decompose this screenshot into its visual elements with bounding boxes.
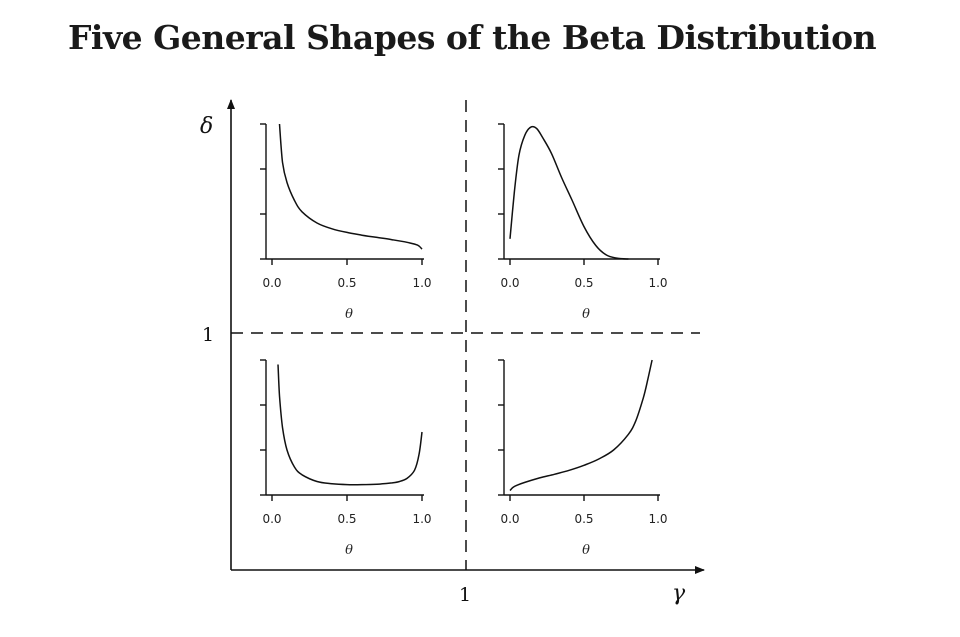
panel-x-axis-label: θ (345, 543, 353, 558)
panel-x-axis-label: θ (582, 307, 590, 322)
panel-x-tick-label: 0.0 (262, 276, 281, 290)
panel-x-tick-label: 1.0 (412, 276, 431, 290)
panel-top-left: 0.0 0.5 1.0 θ (260, 123, 432, 322)
panel-bottom-right: 0.0 0.5 1.0 θ (498, 359, 668, 558)
gamma-axis-label: γ (672, 581, 686, 606)
delta-one-label: 1 (202, 324, 214, 346)
beta-density-curve (278, 123, 423, 250)
panel-x-axis-label: θ (345, 307, 353, 322)
beta-density-curve (277, 364, 423, 486)
panel-x-tick-label: 1.0 (648, 512, 667, 526)
panels-group: 0.0 0.5 1.0 θ 0.0 0.5 1.0 θ 0.0 0.5 1.0 θ 0.0 0.5 1.0 θ (260, 123, 668, 558)
panel-bottom-left: 0.0 0.5 1.0 θ (260, 359, 432, 558)
panel-top-right: 0.0 0.5 1.0 θ (498, 123, 668, 322)
panel-x-tick-label: 0.5 (574, 276, 593, 290)
beta-density-curve (509, 125, 629, 260)
delta-axis-label: δ (200, 114, 213, 139)
panel-x-tick-label: 0.5 (574, 512, 593, 526)
panel-x-tick-label: 1.0 (648, 276, 667, 290)
panel-x-tick-label: 0.5 (337, 276, 356, 290)
panel-x-tick-label: 0.0 (500, 512, 519, 526)
panel-x-tick-label: 0.5 (337, 512, 356, 526)
panel-x-tick-label: 1.0 (412, 512, 431, 526)
beta-density-curve (509, 359, 653, 492)
panel-x-tick-label: 0.0 (262, 512, 281, 526)
gamma-one-label: 1 (459, 584, 471, 606)
page-title: Five General Shapes of the Beta Distribu… (68, 18, 877, 57)
panel-x-tick-label: 0.0 (500, 276, 519, 290)
panel-x-axis-label: θ (582, 543, 590, 558)
